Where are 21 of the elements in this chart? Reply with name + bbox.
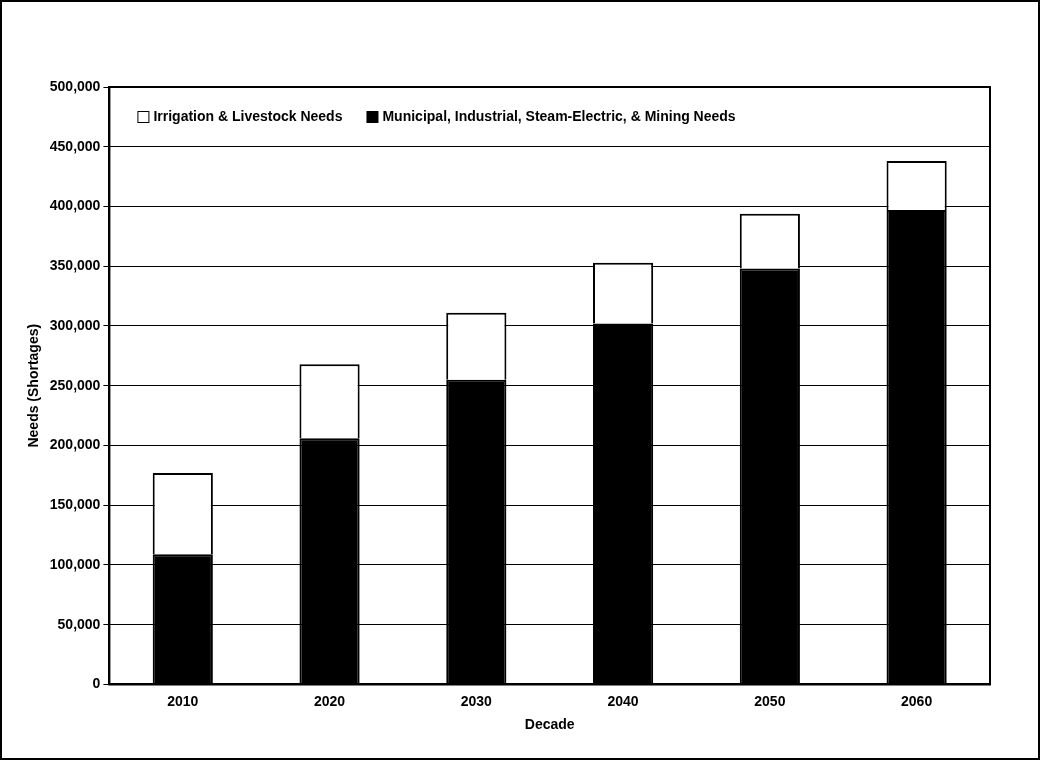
y-tick-label: 300,000 [49,316,101,333]
y-tick-label: 450,000 [49,137,101,154]
x-tick-label: 2040 [607,692,639,709]
y-tick-label: 0 [92,675,101,692]
legend-label: Municipal, Industrial, Steam-Electric, & Mining Needs [382,107,736,124]
y-tick-label: 500,000 [49,77,101,94]
y-tick-label: 350,000 [49,257,101,274]
x-tick-label: 2010 [167,692,199,709]
x-tick-label: 2050 [754,692,786,709]
y-tick-label: 50,000 [57,615,101,632]
x-tick-label: 2030 [460,692,493,709]
legend-label: Irrigation & Livestock Needs [153,107,343,124]
y-tick-label: 400,000 [49,197,101,214]
y-tick-label: 100,000 [49,555,101,572]
x-tick-label: 2020 [313,692,346,709]
x-axis-title: Decade [524,716,575,733]
y-tick-label: 150,000 [49,496,101,513]
y-tick-label: 250,000 [49,376,101,393]
x-tick-label: 2060 [901,692,933,709]
y-tick-label: 200,000 [49,436,101,453]
y-axis-title: Needs (Shortages) [25,323,42,448]
